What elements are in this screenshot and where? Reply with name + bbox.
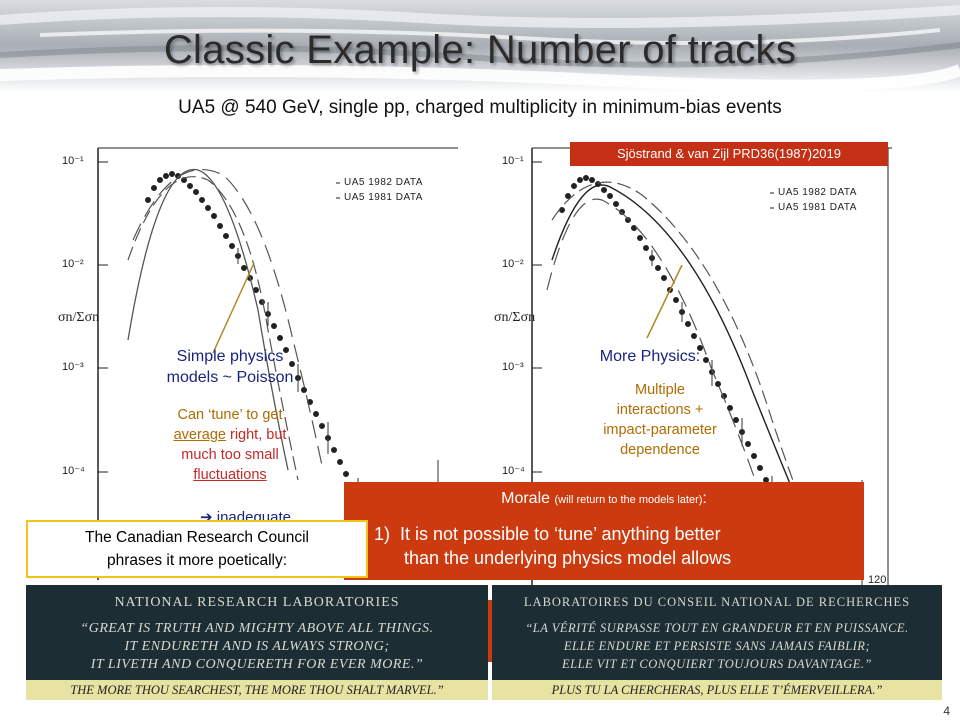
right-legend-1982: UA5 1982 DATA (778, 187, 857, 198)
canada-line-1: The Canadian Research Council (84, 529, 310, 546)
multiple-interactions-note: Multiple interactions + impact-parameter… (575, 380, 745, 460)
page-number: 4 (943, 704, 950, 718)
simple-models-line-1: Simple physics (176, 348, 284, 365)
morale-point-1-number: 1) (374, 524, 391, 544)
plaque-french: LABORATOIRES DU CONSEIL NATIONAL DE RECH… (492, 585, 942, 700)
morale-heading: Morale (will return to the models later)… (344, 490, 864, 508)
morale-heading-note: (will return to the models later) (554, 494, 703, 506)
tune-note-line-1: Can ‘tune’ to get (177, 407, 283, 423)
plaque-english-heading: NATIONAL RESEARCH LABORATORIES (114, 595, 400, 610)
mi-note-line-1: Multiple (635, 382, 685, 398)
morale-heading-word: Morale (501, 490, 551, 507)
morale-point-1-line-2: than the underlying physics model allows (404, 548, 732, 568)
morale-point-1: 1) It is not possible to ‘tune’ anything… (374, 522, 731, 570)
page-title: Classic Example: Number of tracks (163, 28, 797, 72)
right-legend-1981: UA5 1981 DATA (778, 202, 857, 213)
tune-note-line-2: average right, but (140, 425, 320, 445)
left-y-tick-1: 10⁻¹ (62, 155, 84, 167)
plaque-english-line-3: IT LIVETH AND CONQUERETH FOR EVER MORE.” (90, 657, 424, 672)
left-y-tick-4: 10⁻⁴ (62, 465, 85, 477)
left-y-label: σn/Σσn (58, 310, 100, 325)
plaque-french-heading: LABORATOIRES DU CONSEIL NATIONAL DE RECH… (523, 595, 911, 609)
morale-heading-colon: : (702, 490, 707, 507)
canadian-council-box: The Canadian Research Council phrases it… (26, 520, 368, 578)
morale-point-1-text-1: It is not possible to ‘tune’ anything be… (400, 524, 721, 544)
left-y-tick-2: 10⁻² (62, 258, 84, 270)
right-y-tick-3: 10⁻³ (502, 361, 524, 373)
tune-note-line-3: much too small (181, 447, 279, 463)
plaque-english-line-1: “GREAT IS TRUTH AND MIGHTY ABOVE ALL THI… (80, 621, 434, 636)
plaque-french-line-1: “LA VÉRITÉ SURPASSE TOUT EN GRANDEUR ET … (525, 621, 909, 635)
left-legend-1982: UA5 1982 DATA (344, 177, 423, 188)
right-y-tick-1: 10⁻¹ (502, 155, 524, 167)
plaque-english-band: THE MORE THOU SEARCHEST, THE MORE THOU S… (26, 680, 488, 700)
title-banner (0, 0, 960, 92)
left-y-tick-3: 10⁻³ (62, 361, 84, 373)
plaque-english: NATIONAL RESEARCH LABORATORIES “GREAT IS… (26, 585, 488, 700)
mi-note-line-4: dependence (620, 442, 700, 458)
plaque-french-line-2: ELLE ENDURE ET PERSISTE SANS JAMAIS FAIB… (563, 639, 871, 653)
mi-note-line-2: interactions + (616, 402, 704, 418)
plaque-french-band: PLUS TU LA CHERCHERAS, PLUS ELLE T’ÉMERV… (492, 680, 942, 700)
right-y-label: σn/Σσn (494, 310, 536, 325)
canada-line-2: phrases it more poetically: (106, 552, 288, 569)
right-y-tick-4: 10⁻⁴ (502, 465, 525, 477)
simple-models-line-2: models ~ Poisson (166, 369, 294, 386)
simple-models-label: Simple physics models ~ Poisson (140, 346, 320, 388)
plaque-french-band-text: PLUS TU LA CHERCHERAS, PLUS ELLE T’ÉMERV… (551, 683, 883, 697)
left-legend-1981: UA5 1981 DATA (344, 192, 423, 203)
plaque-english-line-2: IT ENDURETH AND IS ALWAYS STRONG; (124, 639, 390, 654)
morale-box: Morale (will return to the models later)… (344, 482, 864, 580)
right-y-tick-2: 10⁻² (502, 258, 524, 270)
tune-note-line-4: fluctuations (193, 467, 267, 483)
plaque-french-line-3: ELLE VIT ET CONQUIERT TOUJOURS DAVANTAGE… (562, 657, 872, 671)
right-but-text: right, but (225, 427, 287, 443)
morale-point-1-line-1: 1) It is not possible to ‘tune’ anything… (374, 522, 731, 546)
page-subtitle: UA5 @ 540 GeV, single pp, charged multip… (178, 97, 782, 118)
mi-note-line-3: impact-parameter (603, 422, 717, 438)
plaque-english-band-text: THE MORE THOU SEARCHEST, THE MORE THOU S… (70, 683, 444, 697)
more-physics-label: More Physics: (599, 348, 701, 365)
average-word: average (173, 427, 226, 443)
reference-badge: Sjöstrand & van Zijl PRD36(1987)2019 (570, 142, 888, 166)
tune-average-note: Can ‘tune’ to get average right, but muc… (140, 405, 320, 485)
right-x-tick-120: 120 (868, 574, 887, 586)
